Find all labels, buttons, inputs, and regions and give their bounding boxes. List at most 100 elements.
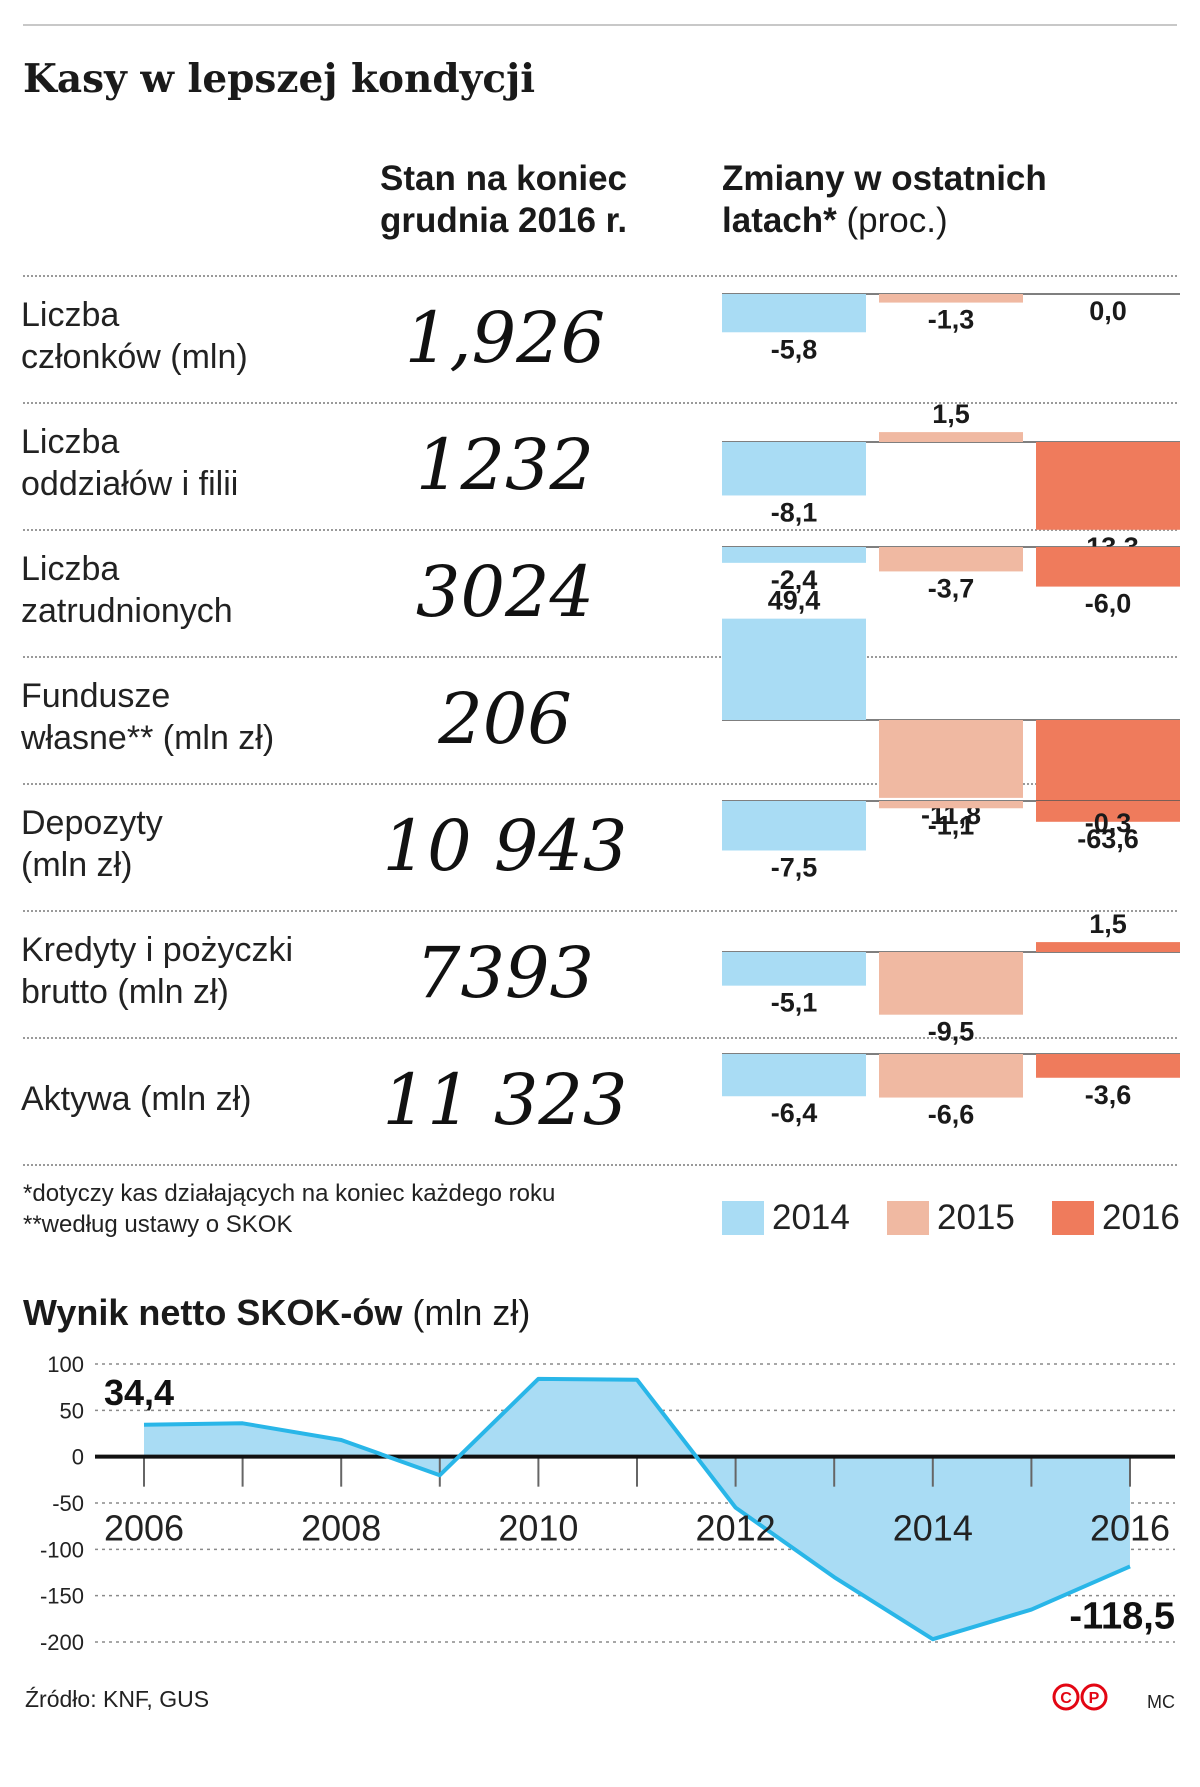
bar-2015 xyxy=(879,801,1023,809)
row-label-line: Fundusze xyxy=(21,677,171,715)
bar-2015 xyxy=(879,720,1023,798)
legend-item-2015: 2015 xyxy=(887,1198,1015,1238)
bar-value-label: -5,8 xyxy=(771,334,818,364)
bar-2015 xyxy=(879,294,1023,303)
legend-label-2016: 2016 xyxy=(1102,1198,1180,1237)
row-divider xyxy=(23,1037,1177,1039)
bar-2014 xyxy=(722,294,866,333)
bar-2014 xyxy=(722,801,866,851)
bar-value-label: -63,6 xyxy=(1077,824,1139,854)
line-chart-title-unit: (mln zł) xyxy=(402,1292,531,1333)
legend-swatch-2014 xyxy=(722,1201,764,1235)
row-label-members: Liczba członków (mln) xyxy=(21,294,351,378)
x-tick-label: 2010 xyxy=(498,1508,578,1549)
row-label-branches: Liczba oddziałów i filii xyxy=(21,421,351,505)
row-divider xyxy=(23,783,1177,785)
row-value-branches: 1232 xyxy=(415,424,595,506)
bar-2016 xyxy=(1036,547,1180,587)
bar-value-label: -8,1 xyxy=(771,497,818,527)
row-divider xyxy=(23,656,1177,658)
bar-2016 xyxy=(1036,801,1180,806)
row-divider xyxy=(23,529,1177,531)
legend-item-2016: 2016 xyxy=(1052,1198,1180,1238)
bar-value-label: -6,4 xyxy=(771,1098,818,1128)
x-tick-label: 2006 xyxy=(104,1508,184,1549)
bar-2015 xyxy=(879,952,1023,1015)
row-label-line: Liczba xyxy=(21,423,120,461)
row-label-deposits: Depozyty (mln zł) xyxy=(21,802,351,886)
bar-value-label: -6,0 xyxy=(1085,589,1132,619)
row-value-loans: 7393 xyxy=(415,932,595,1014)
x-tick-label: 2012 xyxy=(696,1508,776,1549)
legend-swatch-2016 xyxy=(1052,1201,1094,1235)
line-chart-title: Wynik netto SKOK-ów (mln zł) xyxy=(23,1292,530,1334)
row-value-own-funds: 206 xyxy=(438,678,572,760)
x-tick-label: 2008 xyxy=(301,1508,381,1549)
y-tick-label: -100 xyxy=(40,1537,84,1562)
bar-value-label: -3,7 xyxy=(928,573,975,603)
y-tick-label: -200 xyxy=(40,1630,84,1655)
x-tick-label: 2016 xyxy=(1090,1508,1170,1549)
column-header-changes-unit: (proc.) xyxy=(836,201,948,240)
legend-item-2014: 2014 xyxy=(722,1198,850,1238)
y-tick-label: -150 xyxy=(40,1584,84,1609)
row-label-line: Depozyty xyxy=(21,804,163,842)
row-label-assets: Aktywa (mln zł) xyxy=(21,1078,351,1120)
bar-2014 xyxy=(722,442,866,496)
y-tick-label: 100 xyxy=(47,1352,84,1377)
row-value-deposits: 10 943 xyxy=(382,805,628,887)
legend-label-2015: 2015 xyxy=(937,1198,1015,1237)
row-label-own-funds: Fundusze własne** (mln zł) xyxy=(21,675,351,759)
row-label-line: (mln zł) xyxy=(21,846,133,884)
changes-bar-chart: -5,8-1,30,0-8,11,5-13,3-2,4-3,7-6,049,4-… xyxy=(722,293,1180,1130)
bar-2014 xyxy=(722,547,866,563)
row-label-line: Aktywa (mln zł) xyxy=(21,1080,252,1118)
row-label-line: własne** (mln zł) xyxy=(21,719,275,757)
first-value-label: 34,4 xyxy=(104,1372,174,1413)
legend-swatch-2015 xyxy=(887,1201,929,1235)
bar-value-label: -1,1 xyxy=(928,810,975,840)
author-initials: MC xyxy=(1147,1692,1175,1712)
row-label-line: członków (mln) xyxy=(21,338,248,376)
row-label-line: oddziałów i filii xyxy=(21,465,239,503)
bar-value-label: -0,3 xyxy=(1085,808,1132,838)
page-title: Kasy w lepszej kondycji xyxy=(23,56,536,102)
bar-2016 xyxy=(1036,942,1180,952)
bar-2014 xyxy=(722,618,866,720)
row-divider xyxy=(23,275,1177,277)
column-header-changes: Zmiany w ostatnich latach* (proc.) xyxy=(722,158,1047,242)
bar-value-label: -6,6 xyxy=(928,1100,975,1130)
bar-value-label: -5,1 xyxy=(771,988,818,1018)
row-value-assets: 11 323 xyxy=(382,1059,628,1141)
y-tick-label: 50 xyxy=(60,1398,84,1423)
last-value-label: -118,5 xyxy=(1069,1595,1175,1637)
bar-value-label: -2,4 xyxy=(771,565,818,595)
y-tick-label: -50 xyxy=(52,1491,84,1516)
row-label-loans: Kredyty i pożyczki brutto (mln zł) xyxy=(21,929,351,1013)
row-divider xyxy=(23,1164,1177,1166)
column-header-state-line1: Stan na koniec xyxy=(380,159,628,198)
footnote-1: *dotyczy kas działających na koniec każd… xyxy=(23,1180,556,1207)
data-line xyxy=(143,1376,1131,1642)
row-label-line: Kredyty i pożyczki xyxy=(21,931,294,969)
bar-value-label: -7,5 xyxy=(771,853,818,883)
footnote-2: **według ustawy o SKOK xyxy=(23,1211,293,1238)
bar-value-label: -9,5 xyxy=(928,1017,975,1047)
source-note: Źródło: KNF, GUS xyxy=(25,1686,210,1712)
svg-text:P: P xyxy=(1089,1690,1100,1707)
area-fill xyxy=(144,1378,1130,1640)
row-label-line: Liczba xyxy=(21,296,120,334)
bar-2014 xyxy=(722,1054,866,1097)
row-label-line: brutto (mln zł) xyxy=(21,973,229,1011)
bar-value-label: -1,3 xyxy=(928,305,975,335)
y-tick-label: 0 xyxy=(72,1445,84,1470)
column-header-state-line2: grudnia 2016 r. xyxy=(380,201,628,240)
bar-2015 xyxy=(879,547,1023,572)
bar-value-label: 0,0 xyxy=(1089,296,1127,326)
bar-2016 xyxy=(1036,442,1180,530)
column-header-changes-line1: Zmiany w ostatnich xyxy=(722,159,1047,198)
bar-value-label: 1,5 xyxy=(932,399,970,429)
bar-2015 xyxy=(879,1054,1023,1098)
row-label-employees: Liczba zatrudnionych xyxy=(21,548,351,632)
column-header-state: Stan na koniec grudnia 2016 r. xyxy=(380,158,627,242)
